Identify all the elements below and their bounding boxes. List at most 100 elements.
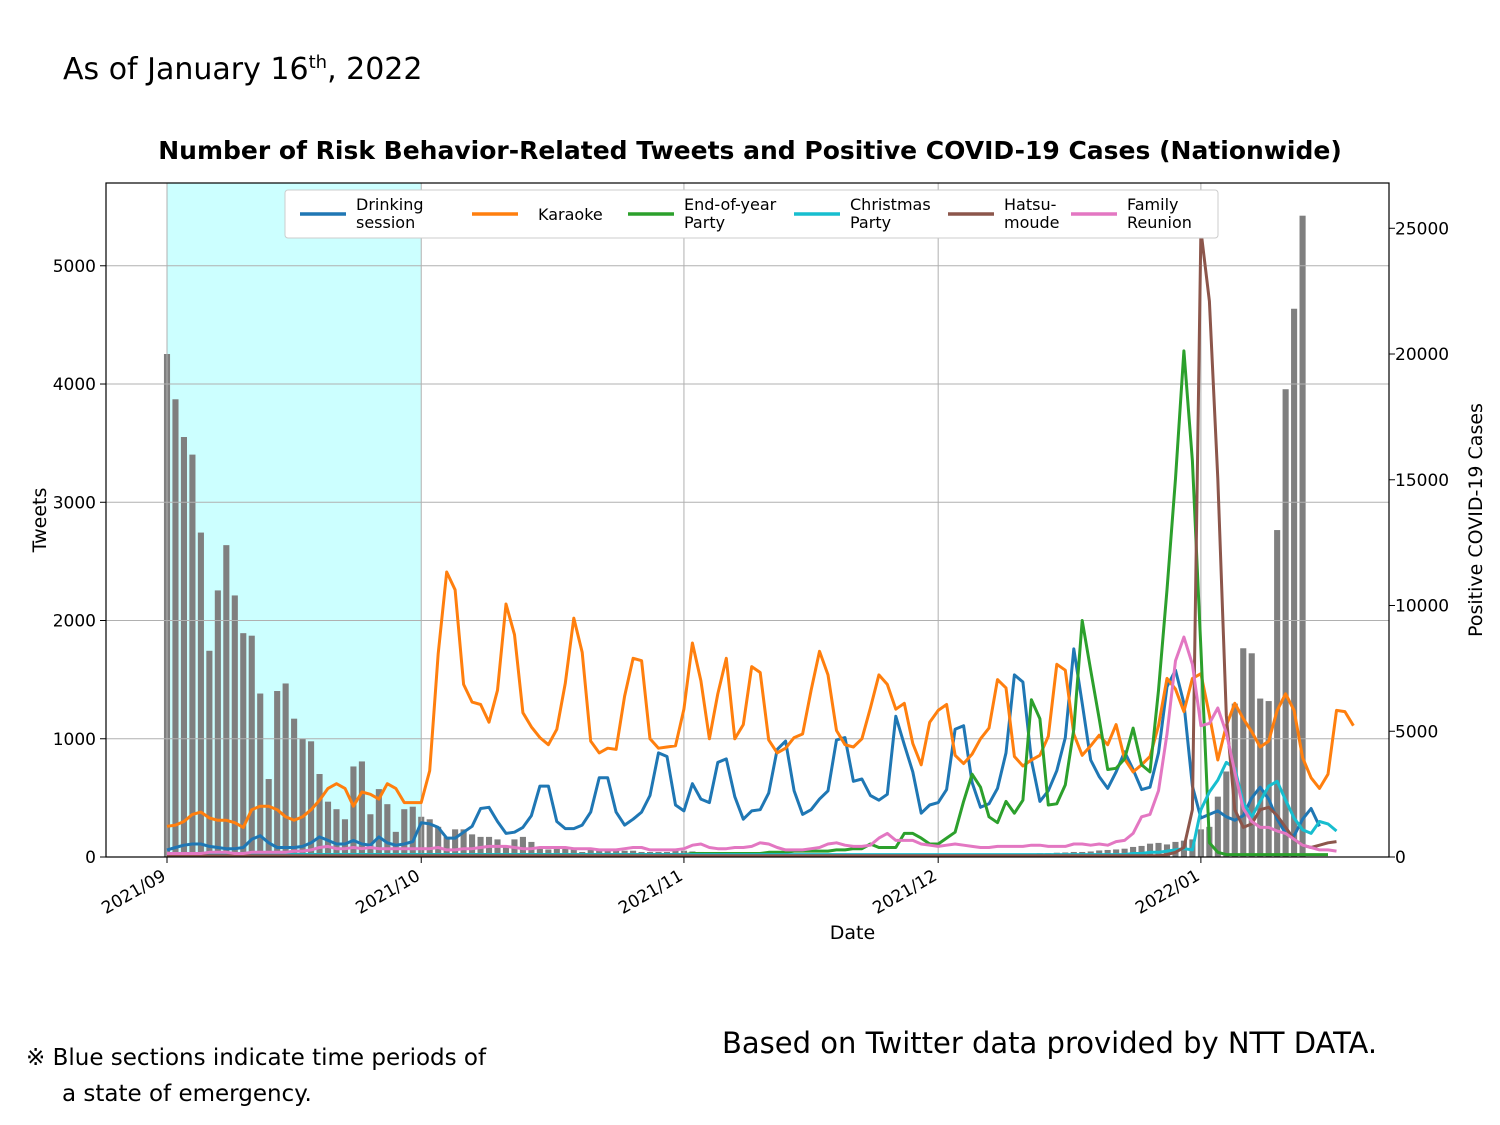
legend-label: Christmas Party <box>850 195 931 232</box>
case-bar <box>375 789 382 857</box>
chart-title: Number of Risk Behavior-Related Tweets a… <box>158 136 1342 165</box>
case-bar <box>358 761 365 857</box>
case-bar <box>426 819 433 857</box>
as-of-date: As of January 16th, 2022 <box>63 52 422 87</box>
series-line-drinking-session <box>166 647 1321 852</box>
series-line-karaoke <box>166 570 1355 829</box>
x-tick-label: 2022/01 <box>1132 866 1203 919</box>
as-of-prefix: As of January 16 <box>63 52 309 87</box>
as-of-suffix-sup: th <box>308 52 328 73</box>
case-bar <box>1282 389 1289 857</box>
legend-label: Drinking session <box>356 195 424 232</box>
y-tick-label: 1000 <box>53 730 96 750</box>
case-bar <box>274 691 281 857</box>
y-tick-label: 0 <box>85 848 96 868</box>
emergency-note-line1: ※ Blue sections indicate time periods of <box>26 1045 487 1071</box>
y-tick-label: 2000 <box>53 612 96 632</box>
y-axis-title: Tweets <box>29 488 51 554</box>
case-bar <box>1299 215 1306 857</box>
legend-item: Drinking session <box>300 195 424 232</box>
case-bar <box>1138 845 1145 857</box>
case-bar <box>435 826 442 857</box>
case-bar <box>494 839 501 857</box>
case-bar <box>291 718 298 857</box>
case-bar <box>536 846 543 857</box>
legend-item: Christmas Party <box>794 195 931 232</box>
case-bar <box>367 814 374 857</box>
case-bar <box>1155 842 1162 857</box>
case-bar <box>460 829 467 857</box>
case-bar <box>452 829 459 857</box>
case-bar <box>443 836 450 857</box>
case-bar <box>409 806 416 857</box>
case-bar <box>1231 703 1238 857</box>
legend-item: Family Reunion <box>1071 195 1192 232</box>
x-tick-label: 2021/09 <box>98 866 169 919</box>
series-line-family-reunion <box>167 635 1337 855</box>
case-bar <box>1214 796 1221 857</box>
x-tick-label: 2021/10 <box>353 866 424 919</box>
y2-tick-label: 20000 <box>1395 345 1449 365</box>
case-bar <box>308 741 315 857</box>
case-bar <box>1248 653 1255 857</box>
legend: Drinking session Karaoke End-of-year Party Ch… <box>284 189 1219 239</box>
case-bar <box>384 804 391 857</box>
legend-label: Hatsu-moude <box>1004 195 1060 232</box>
y-tick-label: 5000 <box>53 257 96 277</box>
case-bar <box>519 836 526 857</box>
case-bar <box>1223 771 1230 857</box>
case-bar <box>1240 648 1247 857</box>
case-bar <box>240 633 247 857</box>
plot-frame <box>105 182 1390 858</box>
y-tick-label: 4000 <box>53 375 96 395</box>
case-bar <box>401 809 408 857</box>
case-bar <box>265 779 272 857</box>
case-bar <box>1146 843 1154 857</box>
case-bar <box>469 834 476 857</box>
x-tick-label: 2021/11 <box>615 866 686 919</box>
case-bar <box>231 595 238 857</box>
case-bar <box>1121 848 1128 857</box>
case-bar <box>299 738 306 857</box>
case-bar <box>1257 698 1264 857</box>
x-tick-label: 2021/12 <box>870 866 941 919</box>
y-tick-label: 3000 <box>53 493 96 513</box>
case-bar <box>180 437 187 857</box>
case-bar <box>333 809 340 857</box>
emergency-note: ※ Blue sections indicate time periods of… <box>26 1040 486 1112</box>
data-credit: Based on Twitter data provided by NTT DA… <box>722 1026 1378 1060</box>
case-bar <box>172 399 179 857</box>
case-bar <box>282 683 289 857</box>
case-bar <box>214 590 221 857</box>
case-bar <box>316 774 323 857</box>
x-axis-title: Date <box>830 922 875 944</box>
case-bar <box>553 846 560 857</box>
legend-item: End-of-year Party <box>628 195 777 232</box>
y2-tick-label: 0 <box>1395 848 1406 868</box>
case-bar <box>223 545 230 857</box>
legend-item: Karaoke <box>472 205 603 224</box>
y2-tick-label: 15000 <box>1395 471 1449 491</box>
legend-label: Family Reunion <box>1127 195 1192 232</box>
legend-box <box>284 189 1219 239</box>
y2-tick-label: 25000 <box>1395 219 1449 239</box>
case-bar <box>324 801 332 857</box>
emergency-note-line2: a state of emergency. <box>62 1081 312 1107</box>
case-bar <box>197 532 204 857</box>
legend-item: Hatsu-moude <box>948 195 1060 232</box>
y2-tick-label: 10000 <box>1395 597 1449 617</box>
y2-axis-title: Positive COVID-19 Cases <box>1465 403 1487 637</box>
series-line-hatsu-moude <box>167 228 1337 858</box>
case-bar <box>189 454 196 857</box>
case-bar <box>1265 701 1272 857</box>
case-bar <box>502 846 510 857</box>
legend-label: Karaoke <box>538 205 603 224</box>
case-bar <box>1130 846 1137 857</box>
as-of-year: , 2022 <box>327 52 423 87</box>
case-bar <box>257 693 264 857</box>
case-bar <box>248 635 255 857</box>
case-bar <box>341 819 349 857</box>
case-bar <box>206 650 213 857</box>
case-bar <box>1274 530 1281 857</box>
